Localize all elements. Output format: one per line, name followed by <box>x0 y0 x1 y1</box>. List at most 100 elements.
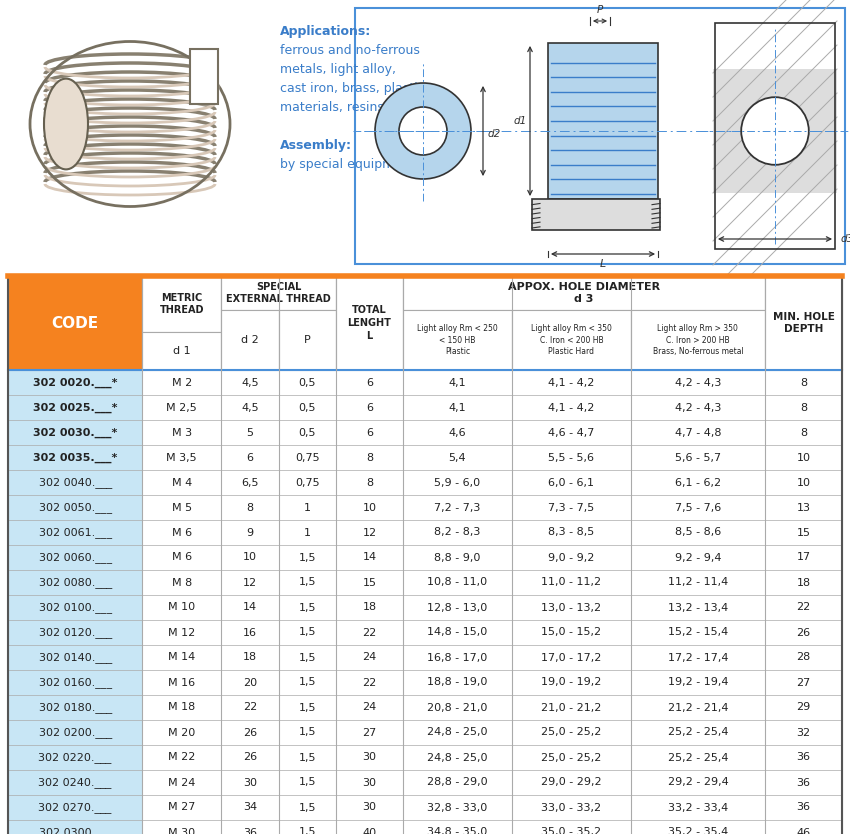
Text: 4,1 - 4,2: 4,1 - 4,2 <box>548 403 595 413</box>
Text: Light alloy Rm < 250
< 150 HB
Plastic: Light alloy Rm < 250 < 150 HB Plastic <box>417 324 498 355</box>
Bar <box>8 745 842 770</box>
Text: SPECIAL
EXTERNAL THREAD: SPECIAL EXTERNAL THREAD <box>226 282 331 304</box>
Text: 1,5: 1,5 <box>298 727 316 737</box>
Bar <box>8 545 842 570</box>
Text: 16: 16 <box>243 627 257 637</box>
Text: 14: 14 <box>362 552 377 562</box>
Text: M 2,5: M 2,5 <box>167 403 197 413</box>
Bar <box>190 49 218 104</box>
Text: 30: 30 <box>362 777 377 787</box>
Text: 14,8 - 15,0: 14,8 - 15,0 <box>428 627 488 637</box>
Text: 1: 1 <box>303 503 311 513</box>
Text: 10: 10 <box>243 552 257 562</box>
Text: M 6: M 6 <box>172 527 192 537</box>
Text: MIN. HOLE
DEPTH: MIN. HOLE DEPTH <box>773 312 835 334</box>
Text: 17,0 - 17,2: 17,0 - 17,2 <box>541 652 602 662</box>
Text: 12,8 - 13,0: 12,8 - 13,0 <box>428 602 488 612</box>
Circle shape <box>741 98 809 165</box>
Text: 22: 22 <box>362 627 377 637</box>
Text: Light alloy Rm > 350
C. Iron > 200 HB
Brass, No-ferrous metal: Light alloy Rm > 350 C. Iron > 200 HB Br… <box>653 324 743 355</box>
Bar <box>142 276 221 332</box>
Text: Applications:: Applications: <box>280 25 371 38</box>
Text: 6: 6 <box>366 403 373 413</box>
Ellipse shape <box>44 78 88 169</box>
Text: 30: 30 <box>243 777 257 787</box>
Text: 35,0 - 35,2: 35,0 - 35,2 <box>541 827 602 834</box>
Text: 1,5: 1,5 <box>298 652 316 662</box>
Text: 4,6: 4,6 <box>449 428 467 438</box>
Bar <box>8 276 842 834</box>
Bar <box>8 820 842 834</box>
Text: 302 0040.___: 302 0040.___ <box>38 477 112 488</box>
Bar <box>221 276 336 310</box>
Text: 302 0050.___: 302 0050.___ <box>38 502 111 513</box>
Text: 4,7 - 4,8: 4,7 - 4,8 <box>675 428 721 438</box>
Text: M 5: M 5 <box>172 503 192 513</box>
Text: d2: d2 <box>488 129 502 139</box>
Text: 6: 6 <box>246 453 253 463</box>
Bar <box>8 545 142 570</box>
Text: ferrous and no-ferrous: ferrous and no-ferrous <box>280 44 420 57</box>
Bar <box>8 445 142 470</box>
Bar <box>8 695 842 720</box>
Bar <box>8 795 842 820</box>
Text: 17: 17 <box>796 552 811 562</box>
Text: 1,5: 1,5 <box>298 802 316 812</box>
Bar <box>221 310 279 370</box>
Text: CODE: CODE <box>52 315 99 330</box>
Text: 28: 28 <box>796 652 811 662</box>
Text: 29,0 - 29,2: 29,0 - 29,2 <box>541 777 602 787</box>
Text: 22: 22 <box>362 677 377 687</box>
Text: 4,5: 4,5 <box>241 378 258 388</box>
Bar <box>8 595 842 620</box>
Bar <box>8 570 842 595</box>
Text: M 6: M 6 <box>172 552 192 562</box>
Text: M 27: M 27 <box>168 802 196 812</box>
Text: 1,5: 1,5 <box>298 827 316 834</box>
Text: 9,2 - 9,4: 9,2 - 9,4 <box>675 552 721 562</box>
Text: 302 0020.___*: 302 0020.___* <box>33 377 117 388</box>
Bar <box>512 310 631 370</box>
Text: 32: 32 <box>796 727 811 737</box>
Bar <box>8 820 142 834</box>
Text: 4,5: 4,5 <box>241 403 258 413</box>
Text: 302 0100.___: 302 0100.___ <box>38 602 111 613</box>
Text: 302 0240.___: 302 0240.___ <box>38 777 112 788</box>
Bar <box>336 276 403 370</box>
Text: 15,0 - 15,2: 15,0 - 15,2 <box>541 627 602 637</box>
Text: 29: 29 <box>796 702 811 712</box>
Text: 36: 36 <box>243 827 257 834</box>
Text: 18: 18 <box>243 652 257 662</box>
Text: 18: 18 <box>362 602 377 612</box>
Text: 6,1 - 6,2: 6,1 - 6,2 <box>675 478 721 488</box>
Text: METRIC
THREAD: METRIC THREAD <box>160 293 204 315</box>
Bar <box>631 310 765 370</box>
Text: 19,2 - 19,4: 19,2 - 19,4 <box>667 677 728 687</box>
Text: 13: 13 <box>796 503 811 513</box>
Text: 26: 26 <box>243 752 257 762</box>
Text: 36: 36 <box>796 777 811 787</box>
Text: 5: 5 <box>246 428 253 438</box>
Bar <box>8 770 842 795</box>
Bar <box>8 370 842 395</box>
Text: 15: 15 <box>362 577 377 587</box>
Bar <box>8 695 142 720</box>
Text: 302 0220.___: 302 0220.___ <box>38 752 112 763</box>
Text: 1,5: 1,5 <box>298 552 316 562</box>
Text: by special equipment.: by special equipment. <box>280 158 419 171</box>
Text: 302 0025.___*: 302 0025.___* <box>33 402 117 413</box>
Text: 18,8 - 19,0: 18,8 - 19,0 <box>428 677 488 687</box>
Text: 19,0 - 19,2: 19,0 - 19,2 <box>541 677 602 687</box>
Text: 10,8 - 11,0: 10,8 - 11,0 <box>428 577 488 587</box>
Bar <box>279 310 336 370</box>
Bar <box>0 0 850 272</box>
Text: M 3: M 3 <box>172 428 192 438</box>
Bar <box>8 445 842 470</box>
Bar <box>8 370 142 395</box>
Text: 0,5: 0,5 <box>298 378 316 388</box>
Text: 13,0 - 13,2: 13,0 - 13,2 <box>541 602 602 612</box>
Bar <box>8 495 142 520</box>
Text: M 12: M 12 <box>168 627 196 637</box>
Text: 28,8 - 29,0: 28,8 - 29,0 <box>427 777 488 787</box>
Text: M 24: M 24 <box>168 777 196 787</box>
